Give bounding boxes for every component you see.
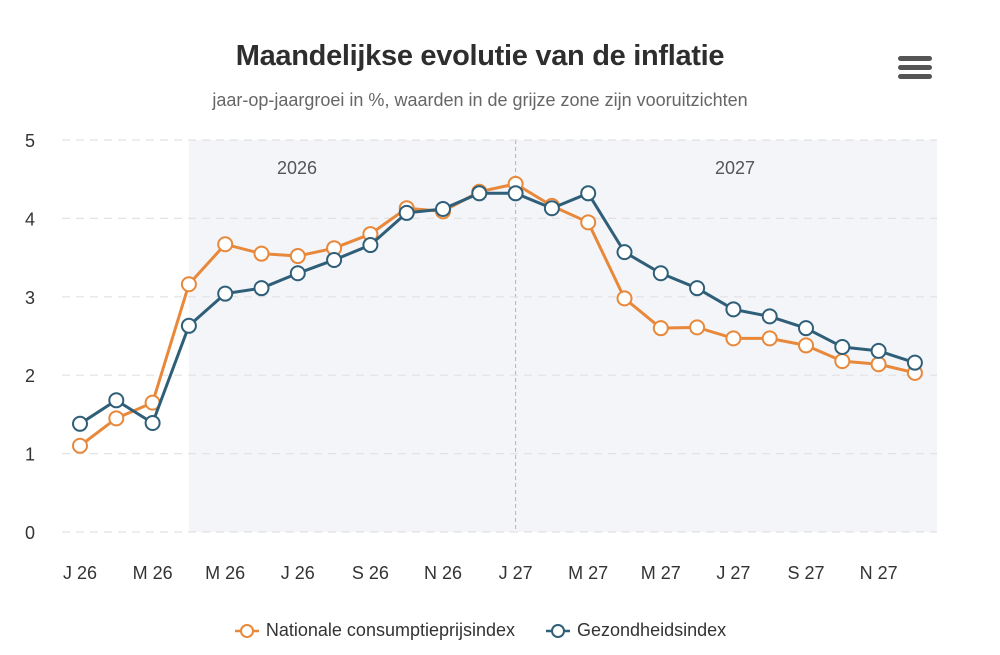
menu-bar [898,56,932,61]
data-point [507,185,524,202]
data-point [435,200,451,217]
data-point [652,320,669,337]
x-tick-label: J 26 [281,563,315,583]
data-point [834,338,851,355]
y-tick-label: 4 [25,209,35,229]
data-point [108,410,125,427]
data-point [471,185,488,202]
data-point [689,280,706,297]
y-tick-label: 2 [25,366,35,386]
x-tick-label: M 27 [568,563,608,583]
data-point [906,354,923,371]
data-point [543,200,560,217]
x-tick-label: N 26 [424,563,462,583]
forecast-band-layer: 2026 2027 [188,140,937,532]
x-tick-label: M 26 [205,563,245,583]
x-tick-label: S 27 [787,563,824,583]
x-tick-label: J 26 [63,563,97,583]
band-label-2027: 2027 [715,158,755,178]
y-tick-label: 5 [25,131,35,151]
legend: Nationale consumptieprijsindex Gezondhei… [0,620,960,641]
y-tick-label: 3 [25,288,35,308]
x-tick-label: M 26 [133,563,173,583]
data-point [870,342,887,359]
data-point [289,248,306,265]
y-tick-label: 1 [25,445,35,465]
data-point [761,308,778,325]
data-point [798,337,814,354]
y-axis: 0 1 2 3 4 5 [25,131,35,543]
x-axis: J 26 M 26 M 26 J 26 S 26 N 26 J 27 M 27 M 27 J 27… [63,563,898,583]
chart-title: Maandelijkse evolutie van de inflatie [235,40,725,72]
x-tick-label: J 27 [716,563,750,583]
band-label-2026: 2026 [277,158,317,178]
chart-subtitle: jaar-op-jaargroei in %, waarden in de gr… [212,90,748,110]
menu-bar [898,65,932,70]
x-tick-label: S 26 [352,563,389,583]
data-point [580,185,597,202]
series-nationale-consumptieprijsindex [72,175,923,454]
data-point [689,319,706,336]
data-point [217,285,234,302]
legend-label: Gezondheidsindex [577,620,727,640]
data-point [180,276,197,293]
series-gezondheidsindex [72,185,923,432]
data-point [616,244,633,261]
data-point [580,214,597,231]
forecast-band [188,140,937,532]
data-point [253,245,270,262]
x-tick-label: N 27 [860,563,898,583]
data-point [289,265,306,282]
legend-marker-icon [234,623,259,638]
data-point [834,353,851,370]
x-tick-label: M 27 [641,563,681,583]
hamburger-menu-icon[interactable] [898,56,932,84]
data-point [652,265,669,282]
data-point [616,290,633,307]
data-point [217,236,234,253]
data-point [798,320,814,337]
legend-item-nationale-consumptieprijsindex[interactable]: Nationale consumptieprijsindex [234,620,515,641]
data-point [326,251,343,268]
y-tick-label: 0 [25,523,35,543]
data-point [180,317,197,334]
series-layer [72,175,923,454]
data-point [144,415,161,432]
legend-label: Nationale consumptieprijsindex [265,620,516,640]
data-point [72,437,88,454]
data-point [108,392,125,409]
data-point [398,204,415,221]
data-point [253,280,270,297]
data-point [725,301,742,318]
data-point [72,415,88,432]
x-tick-label: J 27 [499,563,533,583]
data-point [362,237,379,254]
legend-marker-icon [546,623,571,638]
legend-item-gezondheidsindex[interactable]: Gezondheidsindex [545,620,726,641]
data-point [870,356,887,373]
data-point [725,330,742,347]
data-point [761,330,778,347]
menu-bar [898,74,932,79]
grid-layer [62,139,937,533]
